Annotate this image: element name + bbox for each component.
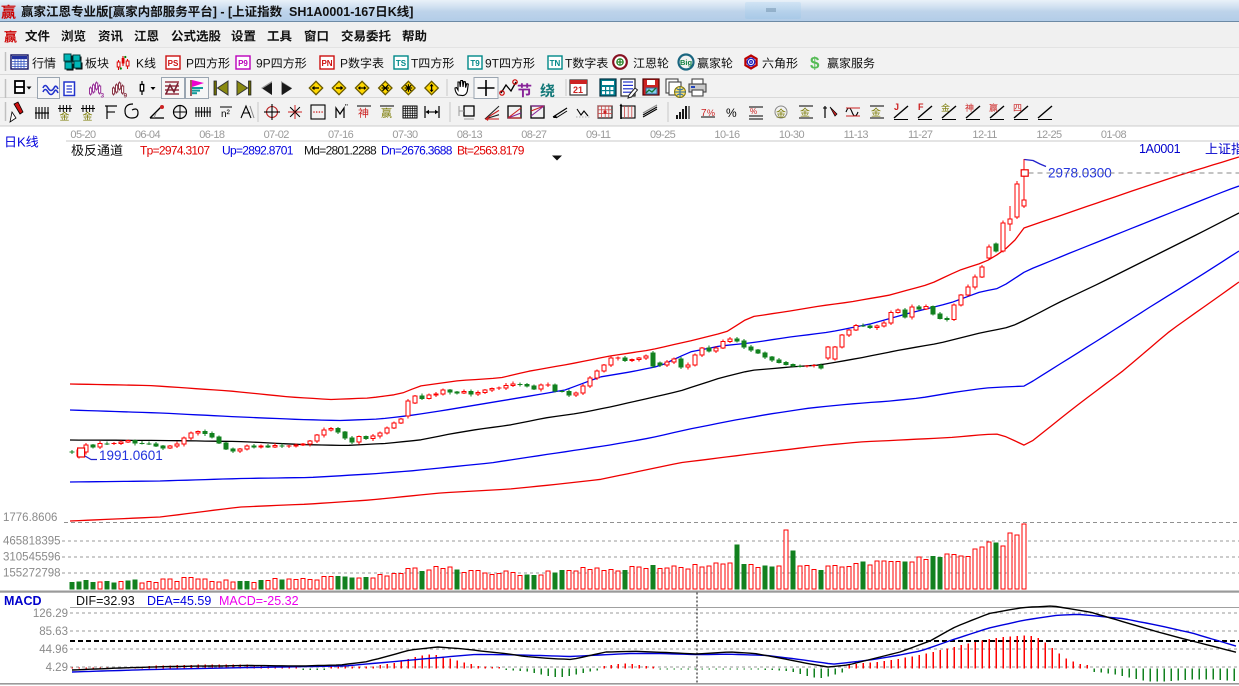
svg-text:SH1A0001-167: SH1A0001-167: [282, 5, 375, 19]
svg-text:01-08: 01-08: [1101, 129, 1127, 141]
svg-text:[: [: [109, 5, 114, 19]
svg-text:21: 21: [573, 85, 583, 95]
svg-text:J: J: [894, 102, 899, 112]
svg-text:4.29: 4.29: [46, 662, 68, 674]
svg-text:Up=2892.8701: Up=2892.8701: [222, 144, 294, 158]
svg-text:310545596: 310545596: [3, 552, 61, 564]
svg-text:Md=2801.2288: Md=2801.2288: [304, 144, 377, 158]
svg-text:TS: TS: [396, 59, 407, 68]
svg-text:10-16: 10-16: [714, 129, 740, 141]
svg-text:PS: PS: [168, 59, 179, 68]
svg-text:P: P: [340, 57, 348, 71]
svg-text:$: $: [810, 54, 820, 73]
svg-text:07-16: 07-16: [328, 129, 354, 141]
svg-text:3: 3: [101, 93, 105, 100]
svg-text:]: ]: [409, 5, 413, 19]
svg-text:1776.8606: 1776.8606: [3, 512, 57, 524]
svg-text:08-27: 08-27: [521, 129, 547, 141]
svg-text:08-13: 08-13: [457, 129, 483, 141]
svg-text:Tp=2974.3107: Tp=2974.3107: [140, 144, 210, 158]
svg-text:11-27: 11-27: [908, 129, 933, 141]
svg-text:P9: P9: [238, 59, 248, 68]
svg-text:06-18: 06-18: [199, 129, 225, 141]
svg-text:%: %: [750, 107, 757, 116]
svg-text:n²: n²: [221, 109, 231, 120]
svg-text:%: %: [726, 106, 737, 120]
svg-text:F: F: [918, 102, 924, 112]
svg-text:Bt=2563.8179: Bt=2563.8179: [457, 144, 525, 158]
svg-text:T9: T9: [470, 59, 480, 68]
svg-text:10-30: 10-30: [779, 129, 805, 141]
svg-text:11-13: 11-13: [844, 129, 869, 141]
svg-text:Big: Big: [680, 58, 693, 67]
svg-text:%: %: [707, 108, 715, 118]
svg-text:09-25: 09-25: [650, 129, 676, 141]
svg-text:T: T: [565, 57, 573, 71]
svg-text:126.29: 126.29: [33, 608, 68, 620]
svg-text:MACD=-25.32: MACD=-25.32: [219, 594, 299, 608]
svg-text:MACD: MACD: [4, 594, 42, 608]
svg-text:12-11: 12-11: [972, 129, 997, 141]
svg-text:K: K: [388, 5, 397, 19]
svg-text:9: 9: [124, 93, 128, 100]
svg-text:": ": [345, 103, 348, 112]
svg-text:2978.0300: 2978.0300: [1048, 166, 1112, 181]
svg-text:12-25: 12-25: [1036, 129, 1062, 141]
svg-text:155272798: 155272798: [3, 568, 61, 580]
svg-text:] - [: ] - [: [213, 5, 233, 19]
svg-text:06-04: 06-04: [135, 129, 161, 141]
svg-text:PN: PN: [321, 59, 332, 68]
svg-text:DEA=45.59: DEA=45.59: [147, 594, 211, 608]
svg-text:465818395: 465818395: [3, 536, 61, 548]
svg-text:44.96: 44.96: [39, 644, 68, 656]
svg-text:07-02: 07-02: [264, 129, 290, 141]
svg-text:9P: 9P: [256, 57, 271, 71]
svg-text:1991.0601: 1991.0601: [99, 448, 163, 463]
svg-text:Dn=2676.3688: Dn=2676.3688: [381, 144, 453, 158]
svg-text:K: K: [17, 135, 26, 150]
svg-text:TN: TN: [550, 59, 561, 68]
svg-text:7: 7: [701, 108, 707, 119]
svg-text:85.63: 85.63: [39, 626, 68, 638]
svg-text:P: P: [186, 57, 194, 71]
svg-text:9T: 9T: [485, 57, 500, 71]
svg-text:K: K: [136, 57, 144, 71]
svg-text:DIF=32.93: DIF=32.93: [76, 594, 135, 608]
svg-text:05-20: 05-20: [70, 129, 96, 141]
svg-text:T: T: [411, 57, 419, 71]
svg-text:07-30: 07-30: [392, 129, 418, 141]
svg-text:09-11: 09-11: [586, 129, 611, 141]
svg-text:1A0001: 1A0001: [1139, 142, 1181, 156]
